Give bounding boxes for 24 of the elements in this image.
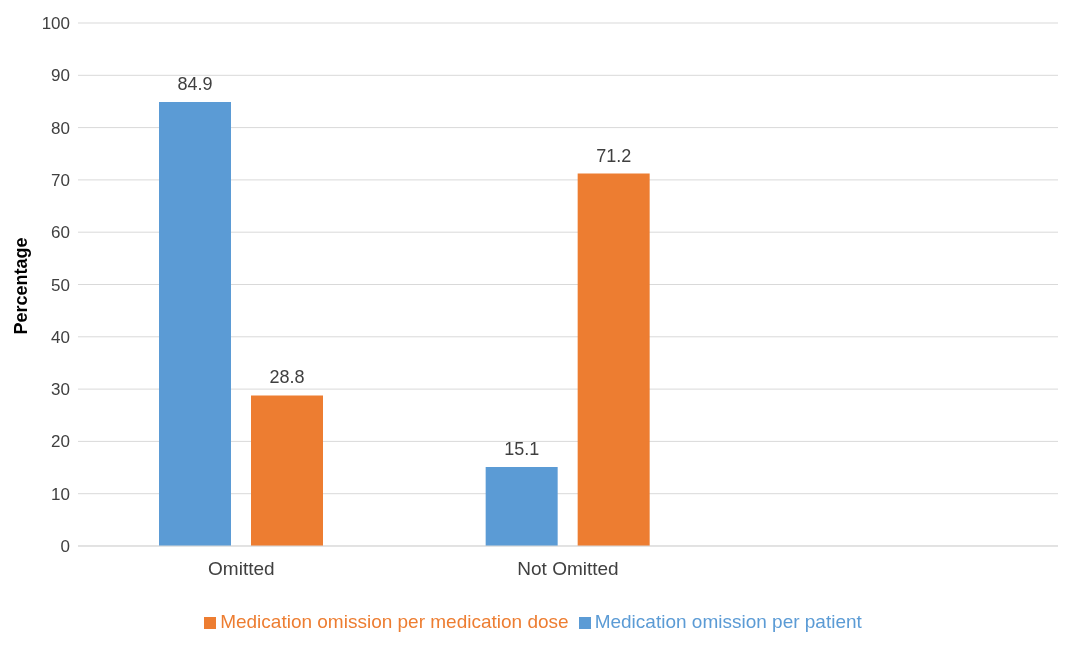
bar: [577, 173, 650, 546]
y-tick-label: 60: [51, 223, 70, 243]
y-tick-label: 80: [51, 118, 70, 138]
y-tick-label: 100: [41, 14, 70, 34]
y-tick-label: 70: [51, 170, 70, 190]
data-label: 84.9: [177, 73, 213, 94]
bar: [251, 395, 323, 546]
x-tick-label: Omitted: [208, 558, 275, 580]
y-tick-label: 20: [51, 432, 70, 452]
y-tick-label: 30: [51, 380, 70, 400]
y-tick-label: 40: [51, 327, 70, 347]
x-tick-label: Not Omitted: [517, 558, 619, 580]
legend-label: Medication omission per medication dose: [220, 611, 569, 632]
bar: [159, 101, 231, 546]
y-tick-label: 0: [60, 537, 70, 557]
y-axis-title: Percentage: [11, 237, 32, 335]
data-label: 71.2: [596, 145, 632, 166]
y-tick-label: 50: [51, 275, 70, 295]
data-label: 15.1: [504, 439, 540, 460]
y-tick-label: 10: [51, 484, 70, 504]
bar: [485, 467, 558, 546]
data-label: 28.8: [269, 367, 305, 388]
legend-label: Medication omission per patient: [594, 611, 862, 632]
y-tick-label: 90: [51, 66, 70, 86]
